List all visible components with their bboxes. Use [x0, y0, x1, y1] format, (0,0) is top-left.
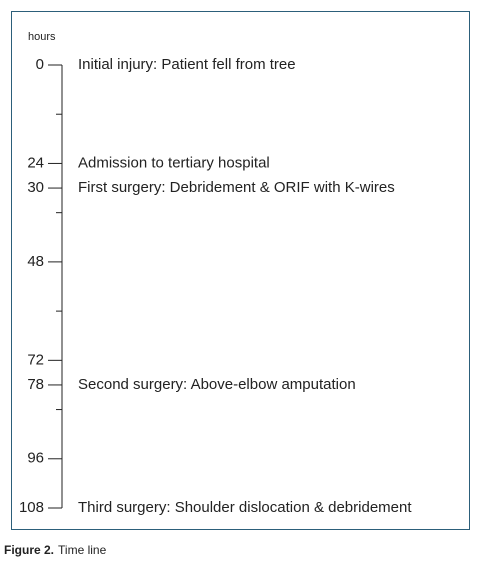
event: Third surgery: Shoulder dislocation & de…	[78, 499, 412, 516]
y-tick-label: 72	[27, 351, 44, 368]
y-tick-label: 24	[27, 154, 44, 171]
event-label: Third surgery: Shoulder dislocation & de…	[78, 499, 412, 516]
event-label: Initial injury: Patient fell from tree	[78, 56, 296, 73]
y-tick-label: 108	[19, 499, 44, 516]
frame	[11, 11, 470, 530]
event-label: First surgery: Debridement & ORIF with K…	[78, 179, 395, 196]
caption: Figure 2. Time line	[4, 543, 107, 557]
event: Admission to tertiary hospital	[78, 154, 270, 171]
caption-text: Time line	[58, 543, 107, 557]
event: Second surgery: Above-elbow amputation	[78, 376, 356, 393]
event: First surgery: Debridement & ORIF with K…	[78, 179, 395, 196]
y-tick-label: 96	[27, 450, 44, 467]
event-label: Admission to tertiary hospital	[78, 154, 270, 171]
caption-label: Figure 2.	[4, 543, 54, 557]
y-tick-label: 30	[27, 179, 44, 196]
event: Initial injury: Patient fell from tree	[78, 56, 296, 73]
y-tick-label: 78	[27, 376, 44, 393]
y-tick-label: 0	[36, 56, 44, 73]
event-label: Second surgery: Above-elbow amputation	[78, 376, 356, 393]
axis-label: hours	[28, 31, 56, 43]
y-tick-label: 48	[27, 253, 44, 270]
